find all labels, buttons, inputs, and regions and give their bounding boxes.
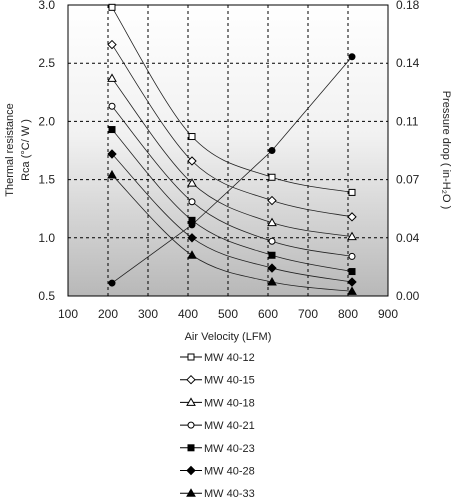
legend-label: MW 40-15 [204, 375, 255, 387]
data-point [347, 231, 357, 241]
legend-marker [187, 421, 195, 429]
data-point [347, 277, 357, 287]
tick-labels: 100 200 300 400 500 600 700 800 900 0.5 1.0 1.5 2.0 2… [38, 0, 419, 321]
y-right-tick-label: 0.14 [396, 56, 420, 70]
data-point [348, 268, 356, 276]
x-tick-label: 800 [338, 307, 358, 321]
y-tick-label: 0.5 [38, 289, 55, 303]
data-point [348, 188, 356, 196]
y-right-tick-label: 0.07 [396, 173, 420, 187]
pressure-drop-point [108, 279, 116, 287]
x-tick-label: 900 [378, 307, 398, 321]
data-point [267, 217, 277, 227]
data-point [107, 39, 117, 50]
series-line [111, 106, 353, 257]
x-tick-label: 200 [98, 307, 118, 321]
data-point [187, 178, 197, 187]
series-line [111, 78, 353, 238]
series-line [111, 129, 353, 272]
y-axis-title-left-line1: Thermal resistance [4, 103, 16, 197]
legend-label: MW 40-12 [204, 352, 255, 364]
y-axis-title-right: Pressure drop ( in-H₂O ) [440, 91, 452, 210]
y-tick-label: 1.5 [38, 173, 55, 187]
y-axis-title-left-line2: Rca (°C/ W ) [20, 119, 32, 181]
legend-label: MW 40-28 [204, 466, 255, 478]
series-lines [111, 7, 353, 292]
x-tick-label: 400 [178, 307, 198, 321]
data-point [107, 73, 117, 82]
x-tick-label: 500 [218, 307, 238, 321]
y-right-tick-label: 0.18 [396, 0, 420, 12]
pressure-drop-point [188, 221, 196, 229]
data-point [188, 133, 196, 141]
legend-marker [187, 444, 195, 452]
series-line [111, 7, 353, 193]
pressure-drop-point [348, 53, 356, 61]
y-right-tick-label: 0.04 [396, 231, 420, 245]
data-point [268, 173, 276, 181]
data-point [347, 212, 357, 222]
y-right-tick-label: 0.00 [396, 289, 420, 303]
legend-marker [186, 488, 196, 497]
x-tick-label: 100 [58, 307, 78, 321]
legend: MW 40-12 MW 40-15 MW 40-18 MW 40-21 MW 40-23… [180, 352, 255, 498]
data-point [107, 169, 117, 179]
legend-label: MW 40-21 [204, 420, 255, 432]
data-point [348, 252, 356, 260]
x-tick-label: 700 [298, 307, 318, 321]
legend-label: MW 40-23 [204, 443, 255, 455]
x-tick-label: 600 [258, 307, 278, 321]
series-line [111, 153, 353, 283]
legend-label: MW 40-33 [204, 488, 255, 498]
data-point [187, 233, 197, 243]
legend-marker [187, 353, 195, 361]
y-tick-label: 1.0 [38, 231, 55, 245]
y-tick-label: 3.0 [38, 0, 55, 12]
data-point [187, 156, 197, 166]
series-line [111, 174, 353, 292]
data-point [108, 126, 116, 134]
legend-marker [186, 374, 196, 385]
y-right-tick-label: 0.11 [396, 114, 419, 128]
data-point [108, 3, 116, 11]
data-point [188, 198, 196, 206]
series-line [111, 44, 353, 218]
data-point [107, 149, 117, 159]
data-point [267, 195, 277, 206]
y-tick-label: 2.5 [38, 56, 55, 70]
series-markers [107, 3, 357, 295]
data-point [268, 237, 276, 245]
y-tick-label: 2.0 [38, 114, 55, 128]
pressure-drop-point [268, 147, 276, 154]
x-axis-title: Air Velocity (LFM) [185, 331, 272, 343]
pressure-drop-line [111, 56, 353, 284]
grid-lines [68, 5, 388, 296]
data-point [267, 263, 277, 273]
data-point [347, 286, 357, 295]
data-point [268, 251, 276, 259]
data-point [187, 250, 197, 259]
data-point [108, 102, 116, 110]
x-tick-label: 300 [138, 307, 158, 321]
legend-marker [186, 397, 196, 406]
data-point [267, 277, 277, 286]
legend-label: MW 40-18 [204, 397, 255, 409]
legend-marker [186, 465, 196, 476]
